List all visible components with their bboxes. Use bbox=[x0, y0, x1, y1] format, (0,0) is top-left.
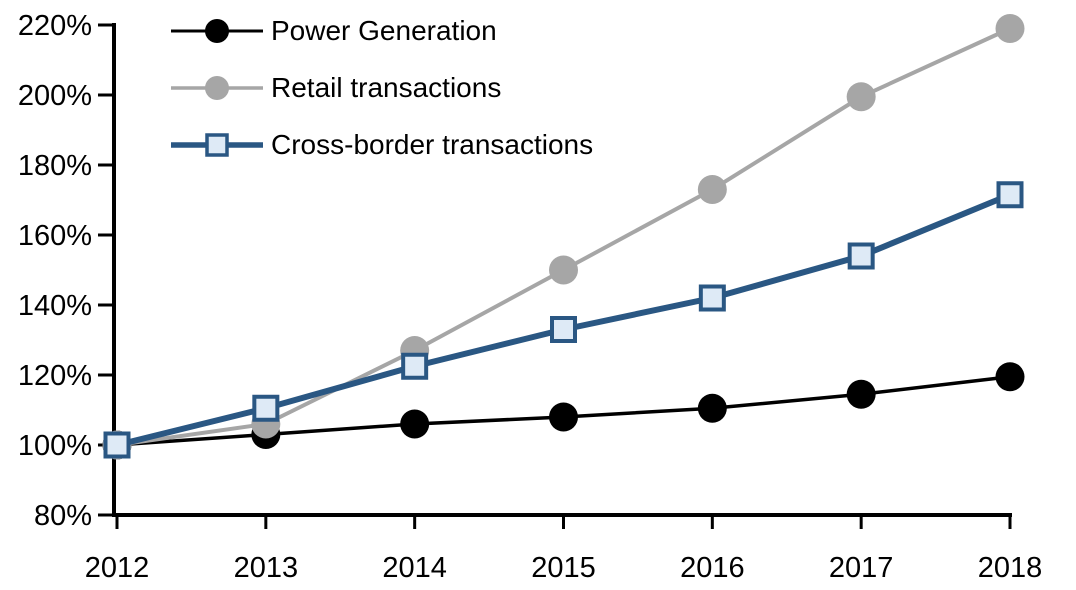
legend-label-power-generation: Power Generation bbox=[271, 15, 497, 46]
marker-cross-border-transactions-2012 bbox=[103, 431, 131, 459]
legend-item-retail-transactions: Retail transactions bbox=[171, 68, 593, 108]
marker-retail-transactions-2016 bbox=[697, 175, 727, 204]
x-tick-label-2012: 2012 bbox=[85, 552, 150, 584]
x-tick-label-2017: 2017 bbox=[829, 552, 894, 584]
legend-marker-retail-transactions bbox=[205, 76, 229, 100]
y-tick-label-220%: 220% bbox=[18, 10, 92, 42]
y-tick-label-100%: 100% bbox=[18, 430, 92, 462]
marker-power-generation-2015 bbox=[549, 402, 578, 432]
y-tick-label-120%: 120% bbox=[18, 360, 92, 392]
marker-retail-transactions-2017 bbox=[846, 82, 876, 112]
y-tick-label-80%: 80% bbox=[34, 500, 92, 532]
y-tick-label-180%: 180% bbox=[18, 150, 92, 182]
marker-retail-transactions-2015 bbox=[549, 255, 578, 285]
legend-label-retail-transactions: Retail transactions bbox=[271, 72, 502, 103]
marker-cross-border-transactions-2013 bbox=[252, 394, 280, 422]
y-tick-label-200%: 200% bbox=[18, 80, 92, 112]
marker-cross-border-transactions-2014 bbox=[401, 352, 429, 380]
marker-cross-border-transactions-2018 bbox=[996, 181, 1024, 209]
legend-marker-cross-border-transactions bbox=[205, 133, 229, 157]
legend-label-cross-border-transactions: Cross-border transactions bbox=[271, 129, 594, 160]
chart-legend: Power Generation Retail transactions Cro… bbox=[171, 11, 593, 182]
marker-power-generation-2018 bbox=[995, 362, 1025, 392]
marker-retail-transactions-2018 bbox=[995, 14, 1025, 43]
marker-power-generation-2017 bbox=[846, 379, 876, 409]
legend-marker-power-generation bbox=[205, 19, 229, 43]
y-tick-label-140%: 140% bbox=[18, 290, 92, 322]
marker-power-generation-2016 bbox=[697, 393, 727, 423]
legend-item-power-generation: Power Generation bbox=[171, 11, 593, 51]
marker-power-generation-2014 bbox=[400, 409, 430, 439]
marker-cross-border-transactions-2015 bbox=[550, 316, 577, 343]
marker-cross-border-transactions-2016 bbox=[698, 284, 726, 312]
legend-sample-retail-transactions-icon bbox=[171, 76, 263, 100]
x-tick-label-2018: 2018 bbox=[978, 552, 1043, 584]
legend-sample-cross-border-transactions-icon bbox=[171, 133, 263, 157]
x-tick-label-2016: 2016 bbox=[680, 552, 745, 584]
x-tick-label-2015: 2015 bbox=[531, 552, 596, 584]
x-tick-label-2013: 2013 bbox=[234, 552, 299, 584]
x-tick-label-2014: 2014 bbox=[382, 552, 447, 584]
marker-cross-border-transactions-2017 bbox=[847, 242, 875, 270]
y-tick-label-160%: 160% bbox=[18, 220, 92, 252]
legend-item-cross-border-transactions: Cross-border transactions bbox=[171, 125, 593, 165]
legend-sample-power-generation-icon bbox=[171, 19, 263, 43]
